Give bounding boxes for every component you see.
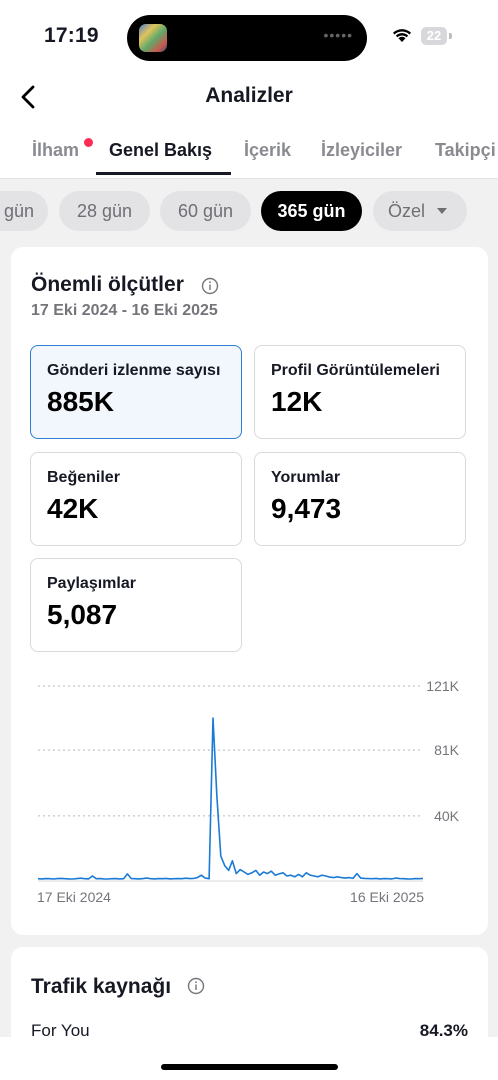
tab-ilham[interactable]: İlham (32, 140, 80, 160)
range-chips: gün 28 gün 60 gün 365 gün Özel (0, 189, 498, 233)
traffic-source-name: For You (31, 1021, 90, 1040)
x-end-label: 16 Eki 2025 (350, 889, 424, 905)
range-chip-custom[interactable]: Özel (373, 191, 467, 231)
info-icon[interactable] (187, 977, 205, 995)
bottom-safe-area (0, 1037, 498, 1080)
island-dots-icon: ••••• (323, 27, 353, 43)
battery-icon: 22 (421, 27, 447, 45)
metric-label: Beğeniler (47, 469, 120, 486)
notification-dot (84, 138, 93, 147)
status-time: 17:19 (44, 24, 99, 47)
live-activity-thumbnail (139, 24, 167, 52)
page-title: Analizler (205, 84, 293, 107)
tab-icerik[interactable]: İçerik (244, 140, 292, 160)
metric-post-views[interactable]: Gönderi izlenme sayısı 885K (30, 345, 242, 439)
metric-label: Profil Görüntülemeleri (271, 362, 440, 379)
dropdown-caret-icon (437, 208, 447, 214)
range-chip-custom-label: Özel (388, 201, 426, 221)
x-start-label: 17 Eki 2024 (37, 889, 111, 905)
metric-label: Gönderi izlenme sayısı (47, 362, 221, 379)
header: Analizler (0, 78, 498, 179)
status-bar: 17:19 ••••• 22 (0, 0, 498, 78)
traffic-source-value: 84.3% (419, 1021, 468, 1040)
traffic-source-card: Trafik kaynağı For You 84.3% (11, 947, 488, 1047)
metric-value: 9,473 (271, 493, 342, 524)
dynamic-island[interactable]: ••••• (127, 15, 367, 61)
views-series-line (37, 717, 424, 880)
metric-value: 5,087 (47, 599, 118, 630)
range-chip-365d[interactable]: 365 gün (261, 191, 362, 231)
tab-takipciler[interactable]: Takipçi (435, 140, 496, 160)
views-line-chart[interactable]: 40K 81K 121K 17 Eki 2024 16 Eki 2025 (11, 247, 488, 935)
y-tick-label: 40K (434, 808, 460, 824)
range-chip-28d[interactable]: 28 gün (59, 191, 150, 231)
tab-izleyiciler[interactable]: İzleyiciler (321, 140, 403, 160)
back-chevron-icon[interactable] (14, 82, 44, 112)
tab-bar: İlham Genel Bakış İçerik İzleyiciler Tak… (0, 134, 498, 178)
info-icon[interactable] (201, 277, 219, 295)
metric-shares[interactable]: Paylaşımlar 5,087 (30, 558, 242, 652)
range-chip-7d[interactable]: gün (0, 191, 48, 231)
key-metrics-card: Önemli ölçütler 17 Eki 2024 - 16 Eki 202… (11, 247, 488, 935)
wifi-icon (393, 29, 411, 42)
metric-value: 12K (271, 386, 323, 417)
tab-genel-bakis[interactable]: Genel Bakış (109, 140, 213, 160)
y-tick-label: 81K (434, 742, 460, 758)
date-range: 17 Eki 2024 - 16 Eki 2025 (31, 302, 218, 319)
metric-profile-views[interactable]: Profil Görüntülemeleri 12K (254, 345, 466, 439)
metric-label: Yorumlar (271, 469, 341, 486)
home-indicator[interactable] (161, 1064, 338, 1070)
metric-value: 42K (47, 493, 99, 524)
metric-comments[interactable]: Yorumlar 9,473 (254, 452, 466, 546)
metric-likes[interactable]: Beğeniler 42K (30, 452, 242, 546)
traffic-source-title: Trafik kaynağı (31, 975, 172, 998)
metric-label: Paylaşımlar (47, 575, 136, 592)
battery-tip (449, 33, 452, 39)
range-chip-60d[interactable]: 60 gün (160, 191, 251, 231)
active-tab-underline (96, 172, 231, 175)
y-tick-label: 121K (426, 678, 459, 694)
metric-value: 885K (47, 386, 114, 417)
key-metrics-title: Önemli ölçütler (31, 273, 184, 296)
